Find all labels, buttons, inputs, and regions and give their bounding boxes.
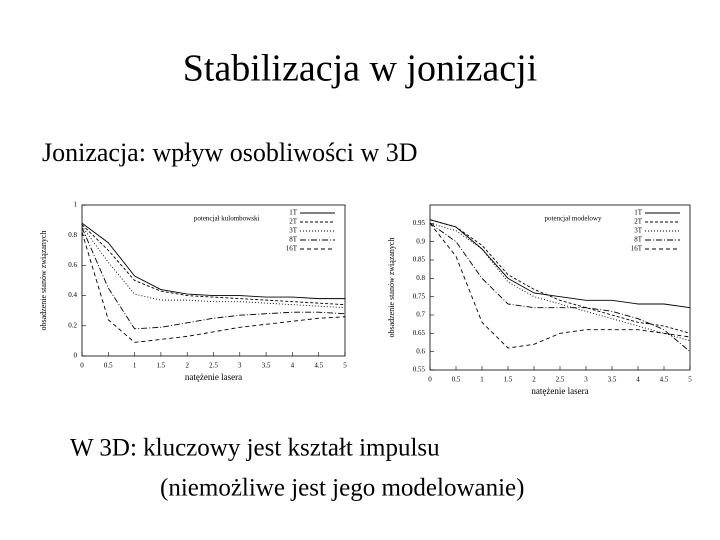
legend-label: 1T <box>634 209 643 217</box>
y-tick-label: 0.85 <box>413 256 426 264</box>
y-axis-label: obsadzenie stanów związanych <box>39 231 48 331</box>
x-tick-label: 1.5 <box>504 376 513 384</box>
plot-frame <box>81 204 346 357</box>
series-line <box>81 225 346 309</box>
series-line <box>81 224 346 306</box>
x-tick-label: 4.5 <box>314 362 323 370</box>
legend-label: 16T <box>286 245 298 253</box>
slide-title: Stabilizacja w jonizacji <box>183 48 538 90</box>
x-tick-label: 2.5 <box>556 376 565 384</box>
y-tick-label: 1 <box>74 201 78 209</box>
y-tick-label: 0.7 <box>416 311 425 319</box>
series-line <box>429 222 691 353</box>
x-tick-label: 0.5 <box>452 376 461 384</box>
legend-label: 3T <box>634 227 643 235</box>
x-tick-label: 5 <box>688 376 692 384</box>
series-line <box>429 219 691 334</box>
legend-label: 2T <box>289 218 298 226</box>
y-tick-label: 0.95 <box>413 219 426 227</box>
y-tick-label: 0.65 <box>413 329 426 337</box>
legend-label: 8T <box>289 236 298 244</box>
legend-label: 8T <box>634 236 643 244</box>
y-tick-label: 0.55 <box>413 366 426 374</box>
x-axis-label: natężenie lasera <box>185 372 242 382</box>
x-tick-label: 4 <box>291 362 295 370</box>
x-tick-label: 1.5 <box>157 362 166 370</box>
x-tick-label: 3.5 <box>608 376 617 384</box>
x-tick-label: 0.5 <box>104 362 113 370</box>
legend-label: 1T <box>289 209 298 217</box>
x-tick-label: 4 <box>636 376 640 384</box>
y-tick-label: 0.8 <box>416 274 425 282</box>
y-tick-label: 0.4 <box>68 291 77 299</box>
series-line <box>81 227 346 330</box>
x-tick-label: 3.5 <box>262 362 271 370</box>
x-tick-label: 3 <box>584 376 588 384</box>
x-tick-label: 2 <box>532 376 536 384</box>
y-tick-label: 0 <box>74 352 78 360</box>
text-line: W 3D: kluczowy jest kształt impulsu <box>70 435 440 462</box>
y-axis-label: obsadzenie stanów związanych <box>387 238 396 338</box>
chart-title: potencjał modelowy <box>545 215 602 223</box>
x-tick-label: 1 <box>480 376 484 384</box>
x-tick-label: 0 <box>80 362 84 370</box>
legend-label: 16T <box>631 245 643 253</box>
legend-label: 3T <box>289 227 298 235</box>
x-tick-label: 4.5 <box>660 376 669 384</box>
x-tick-label: 0 <box>428 376 432 384</box>
subtitle: Jonizacja: wpływ osobliwości w 3D <box>42 138 418 167</box>
x-tick-label: 2 <box>185 362 189 370</box>
y-tick-label: 0.75 <box>413 292 426 300</box>
y-tick-label: 0.8 <box>68 231 77 239</box>
y-tick-label: 0.9 <box>416 237 425 245</box>
y-tick-label: 0.2 <box>68 321 77 329</box>
plot-frame <box>429 204 691 371</box>
text-line: (niemożliwe jest jego modelowanie) <box>160 475 524 502</box>
series-line <box>429 222 691 342</box>
x-tick-label: 2.5 <box>209 362 218 370</box>
y-tick-label: 0.6 <box>416 347 425 355</box>
series-line <box>81 222 345 300</box>
series-line <box>429 223 691 349</box>
x-tick-label: 5 <box>343 362 347 370</box>
x-tick-label: 1 <box>133 362 137 370</box>
x-axis-label: natężenie lasera <box>531 386 588 396</box>
legend-label: 2T <box>634 218 643 226</box>
series-line <box>429 219 691 309</box>
series-line <box>81 232 346 343</box>
x-tick-label: 3 <box>238 362 242 370</box>
chart-title: potencjał kulombowski <box>194 215 260 223</box>
y-tick-label: 0.6 <box>68 261 77 269</box>
